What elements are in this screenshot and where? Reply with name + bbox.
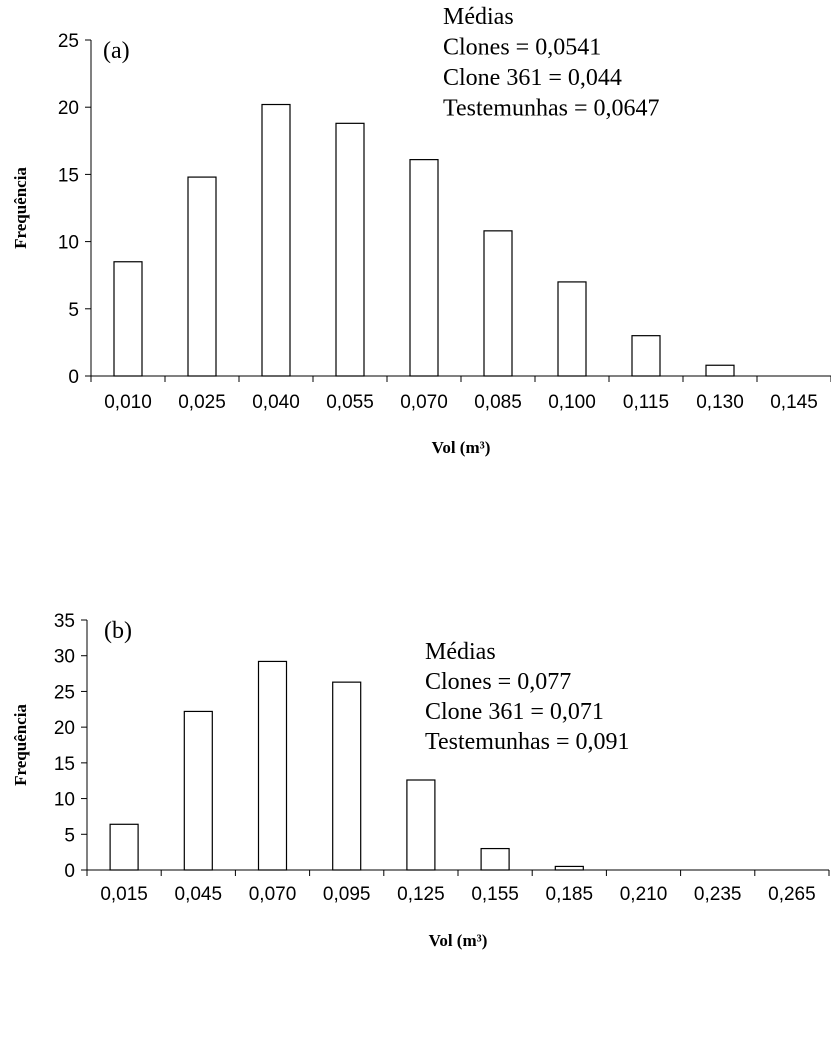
bar-a-7 [631,335,661,377]
y-tick-label: 5 [68,300,79,321]
x-tick-label: 0,115 [623,392,669,413]
bar-a-8 [705,364,735,377]
annotation-line: Médias [443,4,514,30]
bar-a-3 [335,122,365,377]
x-tick-label: 0,125 [397,884,445,905]
bar-b-0 [109,823,139,871]
x-tick-label: 0,210 [620,884,668,905]
y-axis-title-a: Frequência [11,167,30,249]
annotation-line: Clones = 0,077 [425,669,571,695]
x-axis-title-a: Vol (m³) [432,438,491,457]
x-tick-label: 0,040 [252,392,300,413]
x-tick-label: 0,045 [175,884,223,905]
bar-b-3 [332,681,362,871]
y-tick-label: 30 [54,647,75,668]
bar-a-4 [409,159,439,377]
y-tick-label: 15 [58,165,79,186]
x-tick-label: 0,070 [249,884,297,905]
annotation-line: Testemunhas = 0,0647 [443,96,660,122]
x-tick-label: 0,015 [100,884,148,905]
annotation-line: Clone 361 = 0,044 [443,65,622,91]
y-tick-label: 15 [54,754,75,775]
x-tick-label: 0,185 [546,884,594,905]
x-tick-label: 0,010 [104,392,152,413]
y-tick-label: 35 [54,611,75,632]
y-tick-label: 25 [54,682,75,703]
y-tick-label: 20 [54,718,75,739]
chart-panel-a: 0 5 10 15 20 25 0,010 0,025 0,040 0,055 0,070 0,085… [11,4,831,457]
x-tick-label: 0,070 [400,392,448,413]
chart-panel-b: 0 5 10 15 20 25 30 35 0,015 0,045 0,070 0,095 0,125 0… [11,611,830,950]
panel-label-b: (b) [104,618,132,644]
x-tick-label: 0,155 [471,884,519,905]
bar-b-5 [480,847,510,871]
x-axis-title-b: Vol (m³) [429,931,488,950]
bar-b-6 [554,865,584,871]
x-tick-label: 0,025 [178,392,226,413]
x-tick-label: 0,145 [770,392,818,413]
annotation-line: Médias [425,639,496,665]
panel-label-a: (a) [103,38,130,64]
bar-a-5 [483,230,513,377]
bar-a-6 [557,281,587,377]
y-tick-label: 10 [58,233,79,254]
x-tick-label: 0,265 [768,884,816,905]
y-tick-label: 20 [58,98,79,119]
y-axis-title-b: Frequência [11,704,30,786]
y-tick-label: 5 [64,825,75,846]
x-tick-label: 0,085 [474,392,522,413]
annotation-line: Testemunhas = 0,091 [425,729,630,755]
bar-b-2 [257,660,288,871]
x-tick-label: 0,235 [694,884,742,905]
annotation-line: Clone 361 = 0,071 [425,699,604,725]
x-tick-label: 0,095 [323,884,371,905]
x-tick-label: 0,100 [548,392,596,413]
y-tick-label: 0 [68,367,79,388]
bar-a-1 [187,176,217,377]
y-tick-label: 25 [58,31,79,52]
y-tick-label: 10 [54,790,75,811]
bar-b-1 [183,710,213,871]
annotation-line: Clones = 0,0541 [443,35,601,61]
x-tick-label: 0,130 [696,392,744,413]
y-tick-label: 0 [64,861,75,882]
bar-b-4 [406,779,436,871]
bar-a-0 [113,261,143,377]
x-tick-label: 0,055 [326,392,374,413]
bar-a-2 [261,103,291,377]
